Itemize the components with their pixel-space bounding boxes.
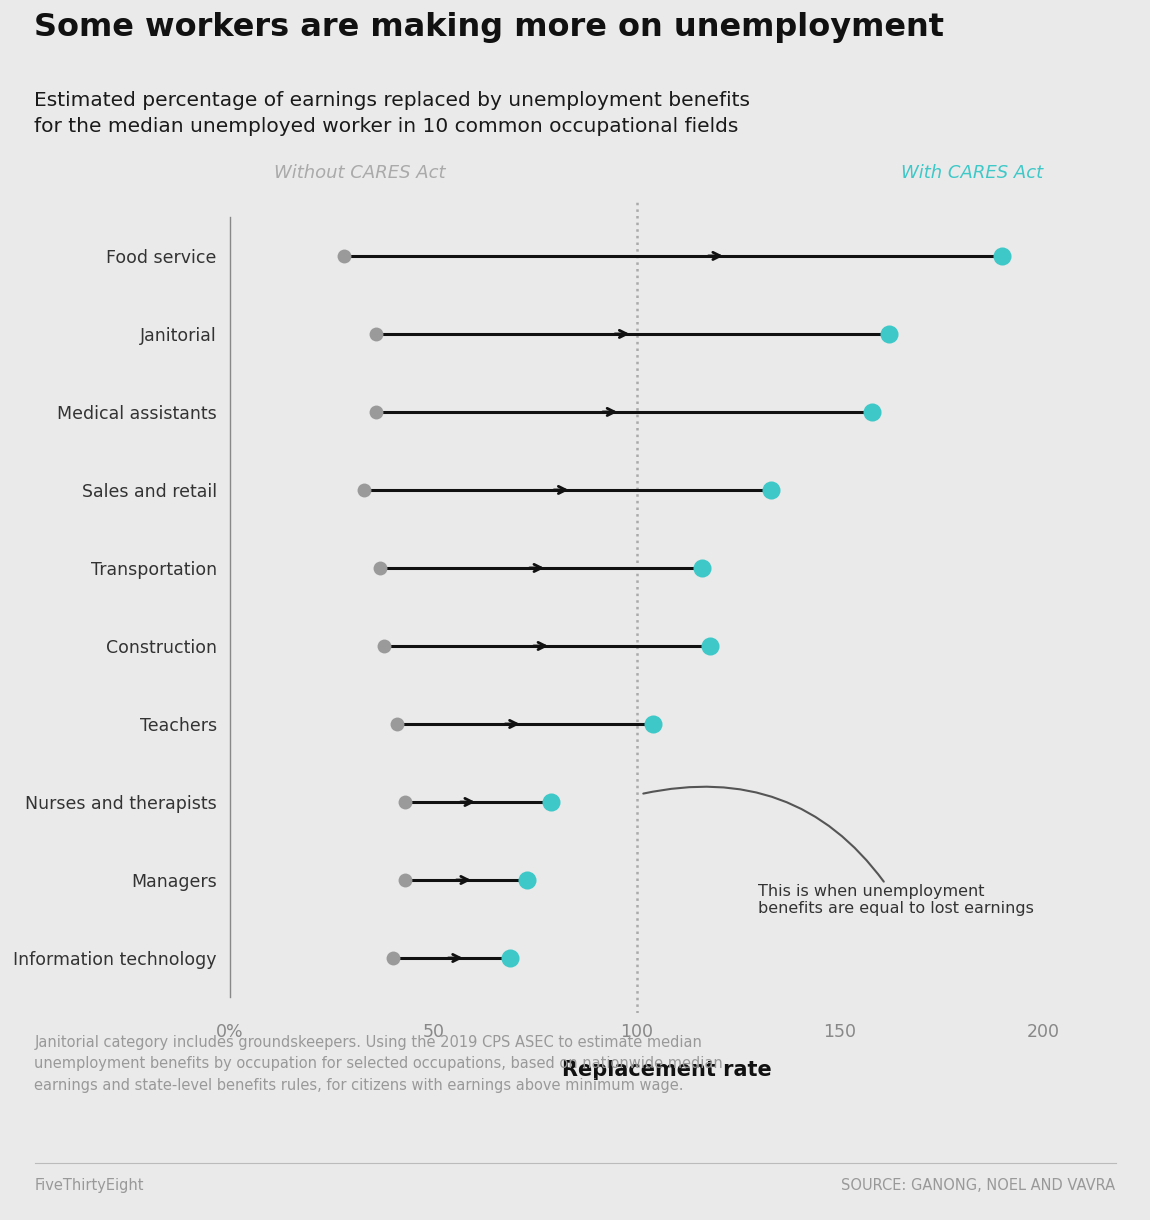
- Text: Estimated percentage of earnings replaced by unemployment benefits
for the media: Estimated percentage of earnings replace…: [34, 92, 751, 135]
- Text: With CARES Act: With CARES Act: [900, 163, 1043, 182]
- Text: Janitorial category includes groundskeepers. Using the 2019 CPS ASEC to estimate: Janitorial category includes groundskeep…: [34, 1035, 723, 1093]
- Text: This is when unemployment
benefits are equal to lost earnings: This is when unemployment benefits are e…: [643, 787, 1034, 916]
- X-axis label: Replacement rate: Replacement rate: [562, 1060, 772, 1081]
- Text: Some workers are making more on unemployment: Some workers are making more on unemploy…: [34, 12, 944, 43]
- Text: Without CARES Act: Without CARES Act: [275, 163, 446, 182]
- Text: SOURCE: GANONG, NOEL AND VAVRA: SOURCE: GANONG, NOEL AND VAVRA: [842, 1179, 1116, 1193]
- Text: FiveThirtyEight: FiveThirtyEight: [34, 1179, 144, 1193]
